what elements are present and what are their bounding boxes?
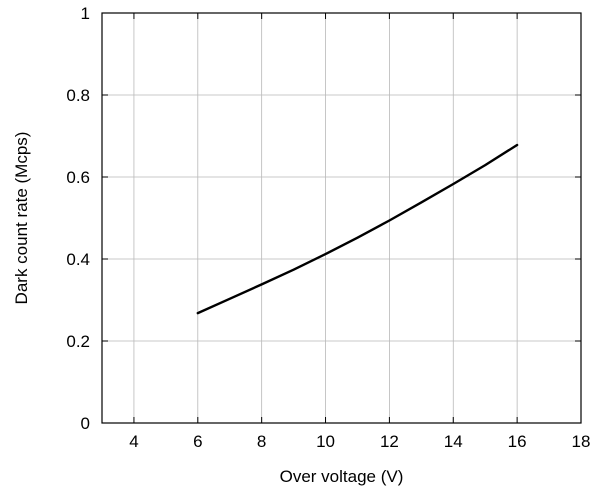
grid bbox=[102, 13, 581, 423]
series-line bbox=[196, 143, 519, 315]
x-axis-ticks: 4 6 8 10 12 14 16 18 bbox=[129, 13, 590, 451]
y-tick-label: 0.2 bbox=[66, 332, 90, 351]
y-tick-label: 1 bbox=[81, 4, 90, 23]
series-layer bbox=[196, 143, 519, 315]
plot-frame bbox=[101, 12, 582, 424]
x-axis-label: Over voltage (V) bbox=[280, 467, 404, 486]
y-tick-label: 0.8 bbox=[66, 86, 90, 105]
x-tick-label: 16 bbox=[508, 432, 527, 451]
x-tick-label: 10 bbox=[316, 432, 335, 451]
x-tick-label: 14 bbox=[444, 432, 463, 451]
x-tick-label: 8 bbox=[257, 432, 266, 451]
x-tick-label: 4 bbox=[129, 432, 138, 451]
x-tick-label: 6 bbox=[193, 432, 202, 451]
y-axis-label: Dark count rate (Mcps) bbox=[12, 132, 31, 305]
y-tick-label: 0 bbox=[81, 414, 90, 433]
y-tick-label: 0.4 bbox=[66, 250, 90, 269]
x-tick-label: 18 bbox=[572, 432, 591, 451]
y-axis-ticks: 0 0.2 0.4 0.6 0.8 1 bbox=[66, 4, 581, 433]
y-tick-label: 0.6 bbox=[66, 168, 90, 187]
x-tick-label: 12 bbox=[380, 432, 399, 451]
